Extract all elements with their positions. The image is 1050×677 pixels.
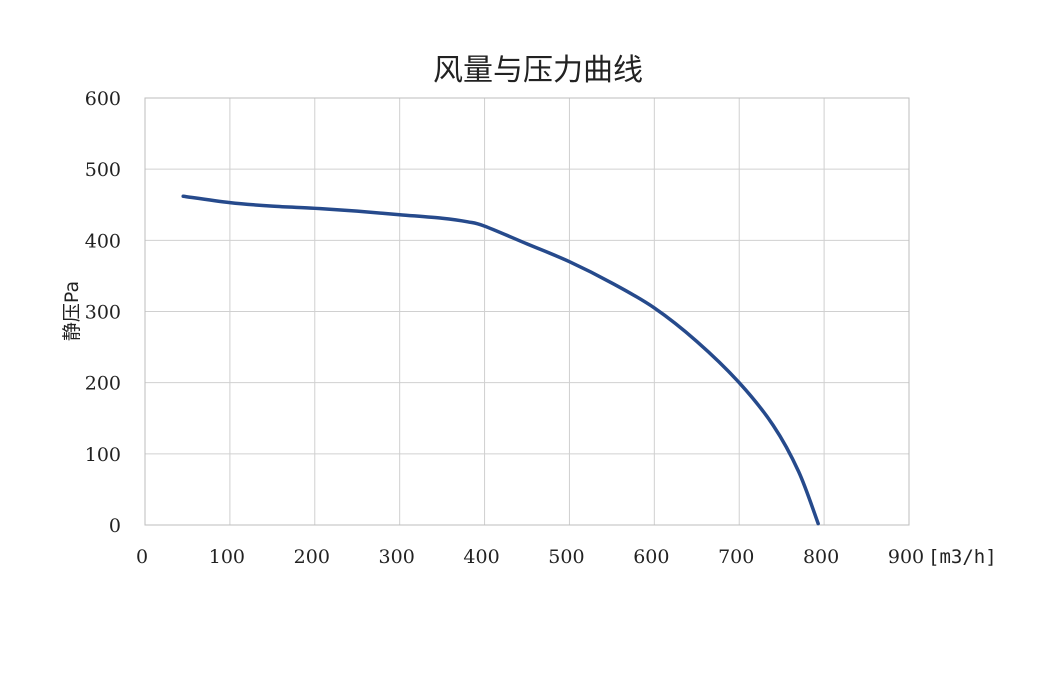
grid (144, 97, 910, 526)
y-tick-label: 300 (85, 302, 121, 324)
series-layer (181, 194, 820, 526)
y-tick-label: 100 (85, 444, 121, 466)
x-tick-label: 100 (209, 546, 245, 568)
y-axis-label: 静压Pa (61, 281, 83, 341)
x-tick-label: 500 (548, 546, 584, 568)
x-tick-label: 600 (633, 546, 669, 568)
x-tick-label: 900 (888, 546, 924, 568)
x-tick-label: 400 (463, 546, 499, 568)
y-tick-label: 200 (85, 373, 121, 395)
x-tick-label: 300 (379, 546, 415, 568)
x-tick-label: 700 (718, 546, 754, 568)
y-tick-label: 600 (85, 88, 121, 110)
plot-area (144, 97, 910, 526)
y-tick-label: 400 (85, 230, 121, 252)
x-tick-label: 800 (803, 546, 839, 568)
x-tick-label: 0 (136, 546, 148, 568)
x-tick-label: 200 (294, 546, 330, 568)
chart-title: 风量与压力曲线 (433, 53, 643, 88)
series-line (181, 194, 820, 526)
y-tick-label: 500 (85, 159, 121, 181)
y-axis: 0 100 200 300 400 500 600 (85, 88, 121, 537)
y-tick-label: 0 (109, 515, 121, 537)
x-axis: 0 100 200 300 400 500 600 700 800 900 (136, 546, 924, 568)
x-axis-unit: [m3/h] (928, 546, 997, 568)
